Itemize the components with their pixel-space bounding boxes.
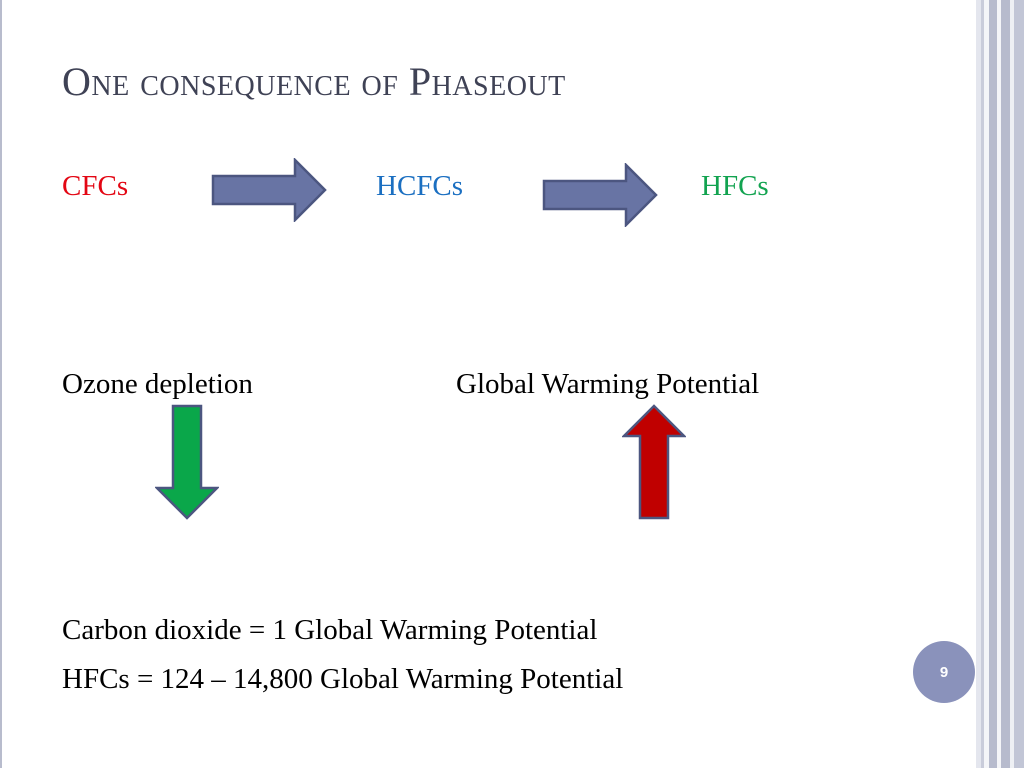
hfc-gwp-line: HFCs = 124 – 14,800 Global Warming Poten… [62, 663, 624, 695]
decor-stripe [997, 0, 1001, 768]
co2-gwp-line: Carbon dioxide = 1 Global Warming Potent… [62, 614, 598, 646]
down-arrow-icon [155, 404, 219, 520]
up-arrow-icon [622, 404, 686, 520]
page-number-badge: 9 [913, 641, 975, 703]
decor-stripe [976, 0, 981, 768]
decor-stripe [989, 0, 997, 768]
ozone-depletion-label: Ozone depletion [62, 368, 253, 400]
decor-stripe [1014, 0, 1024, 768]
decor-stripe [1001, 0, 1010, 768]
label-cfcs: CFCs [62, 170, 129, 202]
decor-stripe [981, 0, 984, 768]
label-hcfcs: HCFCs [376, 170, 464, 202]
decor-stripe [984, 0, 989, 768]
right-arrow-icon [211, 158, 327, 222]
page-number: 9 [939, 663, 949, 681]
left-border [0, 0, 2, 768]
right-arrow-icon [542, 163, 658, 227]
gwp-label: Global Warming Potential [456, 368, 760, 400]
decor-stripe [1010, 0, 1014, 768]
slide-title: One consequence of Phaseout [62, 59, 566, 104]
label-hfcs: HFCs [701, 170, 769, 202]
